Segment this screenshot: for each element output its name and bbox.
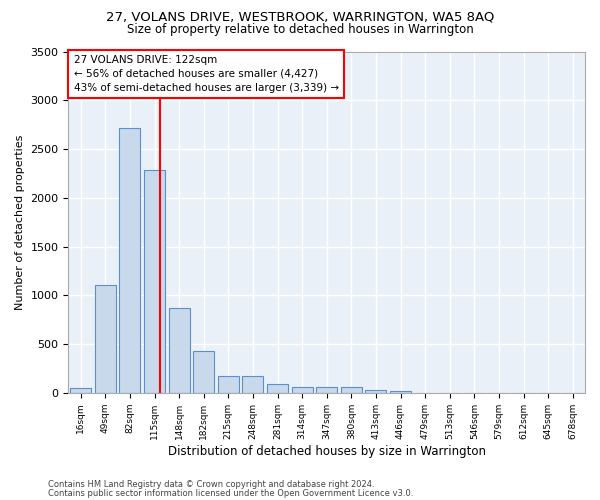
Bar xyxy=(169,308,190,393)
Bar xyxy=(316,388,337,393)
Bar xyxy=(390,391,411,393)
Text: Contains public sector information licensed under the Open Government Licence v3: Contains public sector information licen… xyxy=(48,488,413,498)
Text: Contains HM Land Registry data © Crown copyright and database right 2024.: Contains HM Land Registry data © Crown c… xyxy=(48,480,374,489)
Bar xyxy=(144,170,165,393)
Text: 27, VOLANS DRIVE, WESTBROOK, WARRINGTON, WA5 8AQ: 27, VOLANS DRIVE, WESTBROOK, WARRINGTON,… xyxy=(106,10,494,23)
Y-axis label: Number of detached properties: Number of detached properties xyxy=(15,134,25,310)
X-axis label: Distribution of detached houses by size in Warrington: Distribution of detached houses by size … xyxy=(168,444,486,458)
Text: 27 VOLANS DRIVE: 122sqm
← 56% of detached houses are smaller (4,427)
43% of semi: 27 VOLANS DRIVE: 122sqm ← 56% of detache… xyxy=(74,55,338,93)
Bar xyxy=(292,386,313,393)
Bar xyxy=(70,388,91,393)
Bar xyxy=(119,128,140,393)
Text: Size of property relative to detached houses in Warrington: Size of property relative to detached ho… xyxy=(127,22,473,36)
Bar xyxy=(242,376,263,393)
Bar xyxy=(341,388,362,393)
Bar xyxy=(193,351,214,393)
Bar xyxy=(218,376,239,393)
Bar xyxy=(365,390,386,393)
Bar xyxy=(95,284,116,393)
Bar xyxy=(267,384,288,393)
